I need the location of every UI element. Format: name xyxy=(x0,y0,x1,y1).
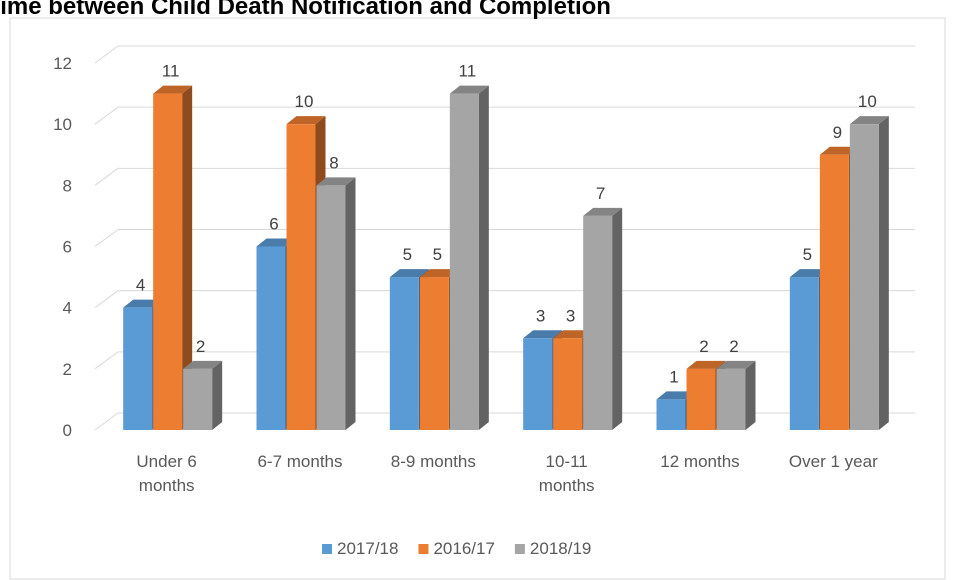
grid-line-depth xyxy=(94,106,119,125)
y-tick-label: 12 xyxy=(53,54,72,73)
bar-top xyxy=(583,207,623,216)
bar-side xyxy=(612,207,623,430)
y-tick-label: 0 xyxy=(63,421,72,440)
bar-top xyxy=(553,330,593,339)
x-tick-label: Under 6 months xyxy=(136,452,197,495)
legend-swatch xyxy=(418,544,429,554)
bar-side xyxy=(878,116,889,431)
y-tick-label: 4 xyxy=(63,299,72,318)
bar xyxy=(553,338,583,430)
data-label: 3 xyxy=(536,306,545,325)
y-tick-label: 8 xyxy=(63,176,72,195)
grid-line-depth xyxy=(94,351,119,370)
bar-top xyxy=(123,299,163,308)
bar xyxy=(449,93,479,430)
bar-side xyxy=(345,177,356,430)
data-label: 3 xyxy=(566,306,575,325)
bar-top xyxy=(286,116,326,125)
bar xyxy=(819,154,849,430)
bar-top xyxy=(789,269,829,278)
bar-top xyxy=(256,238,296,247)
y-tick-label: 10 xyxy=(53,115,72,134)
x-tick-label: 10-11 months xyxy=(538,452,595,495)
chart-title: Time between Child Death Notification an… xyxy=(0,0,611,20)
bar-side xyxy=(478,85,489,430)
bar-top xyxy=(389,269,429,278)
bar xyxy=(316,185,346,430)
bar-top xyxy=(716,360,756,369)
legend-swatch xyxy=(514,544,525,554)
grid-line-depth xyxy=(94,290,119,309)
bar-top xyxy=(153,85,193,94)
data-label: 6 xyxy=(269,215,278,234)
bar xyxy=(523,338,553,430)
data-label: 2 xyxy=(196,337,205,356)
data-label: 5 xyxy=(803,245,812,264)
chart-frame xyxy=(9,17,946,580)
bar xyxy=(153,93,183,430)
bar xyxy=(656,399,686,430)
bar xyxy=(716,368,746,430)
data-label: 5 xyxy=(403,245,412,264)
legend-label: 2017/18 xyxy=(337,539,398,558)
bar-side xyxy=(212,360,223,430)
bar-top xyxy=(419,269,459,278)
bar xyxy=(123,307,153,430)
bar xyxy=(389,277,419,430)
bar xyxy=(256,246,286,430)
data-label: 2 xyxy=(699,337,708,356)
bar xyxy=(686,368,716,430)
x-tick-label: 12 months xyxy=(660,452,740,471)
bar-top xyxy=(819,146,859,155)
bar xyxy=(183,368,213,430)
bar-top xyxy=(523,330,563,339)
data-label: 10 xyxy=(295,92,314,111)
bar-top xyxy=(686,360,726,369)
bar xyxy=(849,124,879,431)
bar-top xyxy=(183,360,223,369)
data-label: 1 xyxy=(669,367,678,386)
bar xyxy=(583,215,613,430)
bar-side xyxy=(182,85,193,430)
bar-top xyxy=(656,391,696,400)
data-label: 2 xyxy=(729,337,738,356)
grid-line-depth xyxy=(94,167,119,186)
data-label: 11 xyxy=(459,62,477,81)
y-tick-label: 2 xyxy=(63,360,72,379)
legend-label: 2018/19 xyxy=(530,539,591,558)
data-label: 10 xyxy=(858,92,877,111)
grid-line-depth xyxy=(94,45,119,64)
data-label: 5 xyxy=(433,245,442,264)
grid-line-depth xyxy=(94,229,119,247)
bar-top xyxy=(849,116,889,125)
bar-side xyxy=(745,360,756,430)
x-tick-label: Over 1 year xyxy=(788,452,878,471)
grid-line-depth xyxy=(94,412,119,431)
data-label: 11 xyxy=(162,62,180,81)
x-tick-label: 6-7 months xyxy=(257,452,343,471)
bar-top xyxy=(449,85,489,94)
y-tick-label: 6 xyxy=(63,238,72,257)
x-tick-label: 8-9 months xyxy=(390,452,476,471)
data-label: 8 xyxy=(329,153,338,172)
data-label: 4 xyxy=(136,276,145,295)
data-label: 7 xyxy=(596,184,605,203)
data-label: 9 xyxy=(833,123,842,142)
bar-top xyxy=(316,177,356,186)
bar xyxy=(286,124,316,431)
legend-swatch xyxy=(322,544,332,554)
bar xyxy=(789,277,819,430)
bar xyxy=(419,277,449,430)
legend-label: 2016/17 xyxy=(433,539,494,558)
